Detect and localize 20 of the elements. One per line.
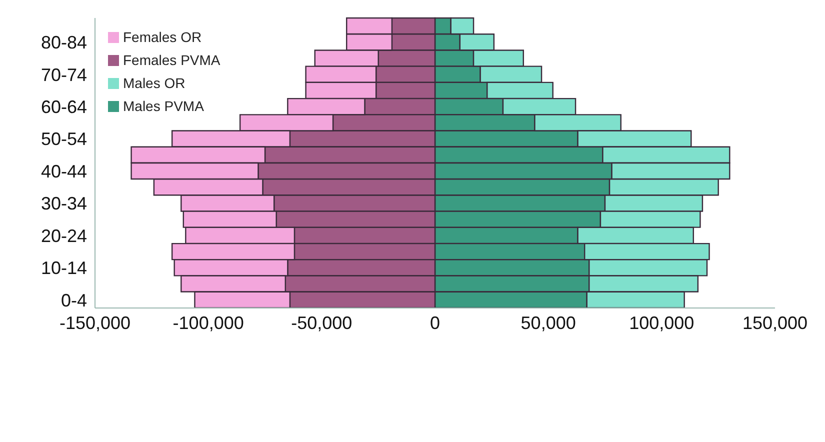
legend-label: Males OR <box>123 75 186 91</box>
x-tick-label: 50,000 <box>520 312 576 333</box>
x-tick-label: -50,000 <box>291 312 352 333</box>
y-tick-label: 0-4 <box>60 290 87 310</box>
y-tick-label: 20-24 <box>40 226 87 246</box>
y-tick-label: 80-84 <box>40 32 87 53</box>
y-tick-label: 50-54 <box>40 129 87 150</box>
y-tick-label: 10-14 <box>40 258 87 278</box>
x-tick-label: 150,000 <box>742 312 808 333</box>
x-tick-label: 0 <box>430 312 440 333</box>
legend-label: Males PVMA <box>123 98 204 114</box>
y-tick-label: 30-34 <box>40 194 87 214</box>
y-tick-label: 40-44 <box>40 161 87 182</box>
legend-label: Females OR <box>123 29 202 45</box>
x-tick-label: 100,000 <box>629 312 694 333</box>
x-tick-label: -100,000 <box>172 312 244 333</box>
legend-label: Females PVMA <box>123 52 220 68</box>
y-tick-label: 70-74 <box>40 64 87 85</box>
y-tick-label: 60-64 <box>40 97 87 117</box>
x-tick-label: -150,000 <box>59 312 131 333</box>
